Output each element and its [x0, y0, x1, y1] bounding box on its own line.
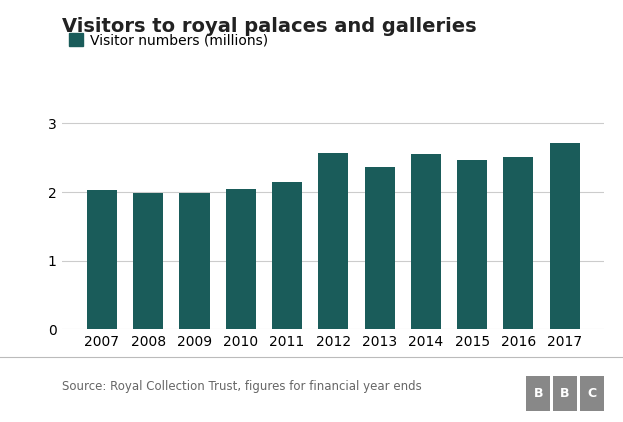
Bar [549, 143, 579, 329]
Text: B: B [560, 387, 570, 400]
Text: C: C [587, 387, 596, 400]
Text: B: B [533, 387, 543, 400]
Bar [87, 190, 117, 329]
Bar [411, 154, 441, 329]
Bar [503, 157, 533, 329]
Bar [318, 153, 348, 329]
Bar [364, 167, 394, 329]
Bar [272, 182, 302, 329]
Bar [457, 160, 487, 329]
Bar [179, 193, 209, 329]
Bar [226, 189, 256, 329]
Text: Source: Royal Collection Trust, figures for financial year ends: Source: Royal Collection Trust, figures … [62, 380, 422, 393]
Legend: Visitor numbers (millions): Visitor numbers (millions) [69, 33, 269, 47]
Bar [133, 193, 163, 329]
Text: Visitors to royal palaces and galleries: Visitors to royal palaces and galleries [62, 17, 477, 36]
